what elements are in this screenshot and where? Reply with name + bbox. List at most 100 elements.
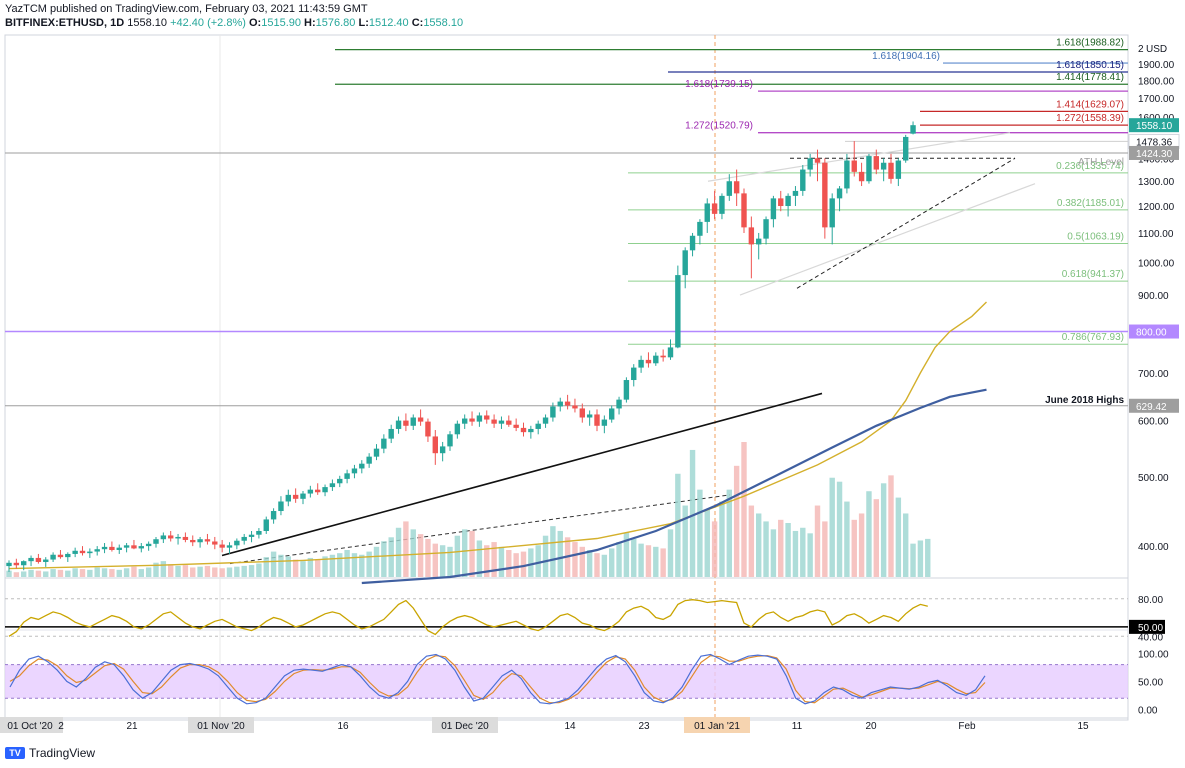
volume-bar [28, 569, 34, 577]
june-2018-highs-label: June 2018 Highs [1045, 395, 1124, 406]
brand-name: TradingView [29, 746, 96, 760]
candle-body [197, 539, 203, 543]
candle-body [87, 551, 93, 554]
candle-body [586, 414, 593, 418]
volume-bar [94, 567, 100, 577]
volume-bar [322, 556, 328, 577]
volume-bar [197, 566, 203, 577]
price-axis-tick: 400.00 [1138, 542, 1169, 553]
candle-body [175, 536, 181, 539]
price-label-badge [1129, 145, 1179, 160]
candle-body [491, 419, 497, 424]
low-value: 1512.40 [368, 17, 409, 29]
volume-bar [212, 567, 218, 577]
candle-body [873, 156, 879, 170]
volume-bar [586, 550, 593, 577]
time-axis-tick: 20 [865, 721, 877, 732]
candle-body [322, 487, 328, 493]
volume-bar [109, 569, 115, 577]
candle-body [403, 420, 409, 426]
symbol-label[interactable]: BITFINEX:ETHUSD, 1D [5, 17, 125, 29]
channel-line-upper [707, 132, 1011, 182]
candle-body [190, 539, 196, 543]
volume-bar [866, 491, 872, 577]
candle-body [689, 235, 696, 251]
candle-body [57, 554, 64, 558]
price-axis-tick: 1200.00 [1138, 202, 1175, 213]
volume-bar [241, 565, 247, 577]
candle-body [697, 221, 703, 236]
volume-bar [785, 523, 791, 577]
volume-bar [476, 540, 483, 577]
candle-body [94, 549, 100, 552]
volume-bar [65, 570, 71, 577]
volume-bar [792, 530, 799, 577]
candle-body [285, 494, 291, 502]
volume-bar [631, 538, 637, 577]
candle-body [248, 534, 255, 537]
volume-bar [101, 568, 108, 577]
volume-bar [175, 565, 181, 577]
candle-body [498, 420, 505, 424]
candle-body [21, 561, 27, 566]
volume-bar [645, 545, 652, 577]
stoch-axis-tick: 100.00 [1138, 649, 1169, 660]
volume-bar [917, 540, 924, 577]
candle-body [72, 550, 78, 554]
time-axis-tick: 2 [58, 721, 64, 732]
volume-bar [256, 563, 262, 577]
trendline-support [221, 392, 823, 557]
candle-body [623, 380, 630, 400]
volume-bar [21, 571, 27, 577]
candle-body [219, 544, 225, 548]
time-axis-tick: 15 [1077, 721, 1089, 732]
fib-level-label: 1.414(1629.07) [1056, 99, 1124, 110]
volume-bar [535, 545, 541, 577]
candle-body [116, 547, 122, 550]
volume-bar [616, 542, 622, 577]
fib-level-label: 1.618(1739.15) [685, 79, 753, 90]
volume-bar [653, 546, 659, 577]
last-price: 1558.10 [127, 17, 168, 29]
volume-bar [498, 546, 505, 577]
volume-bar [366, 551, 372, 577]
candle-body [145, 543, 152, 547]
candle-body [756, 238, 762, 245]
volume-bar [116, 569, 122, 577]
time-axis-tick: 01 Jan '21 [694, 721, 740, 732]
price-axis-tick: 2 [1138, 44, 1144, 55]
candle-body [535, 423, 541, 429]
price-axis-tick: 700.00 [1138, 369, 1169, 380]
candle-body [903, 136, 909, 161]
candle-body [123, 545, 130, 548]
candle-body [337, 478, 343, 484]
volume-bar [925, 538, 931, 577]
volume-bar [601, 554, 608, 577]
candle-body [814, 158, 821, 163]
volume-bar [836, 481, 843, 577]
symbol-info-bar: BITFINEX:ETHUSD, 1D 1558.10 +42.40 (+2.8… [5, 17, 463, 29]
candle-body [373, 448, 380, 457]
volume-bar [462, 529, 468, 577]
high-value: 1576.80 [315, 17, 356, 29]
volume-bar [711, 521, 718, 577]
close-label: C: [411, 17, 424, 29]
volume-bar [484, 545, 490, 577]
candle-body [131, 545, 137, 549]
volume-bar [609, 548, 615, 577]
candle-body [212, 541, 218, 545]
volume-bar [234, 566, 240, 577]
candle-body [476, 415, 483, 422]
ma200-line [361, 388, 987, 585]
rsi-axis-tick: 40.00 [1138, 632, 1163, 643]
candle-body [653, 355, 659, 364]
ma50-line [8, 301, 987, 570]
fib-level-label: 0.786(767.93) [1062, 332, 1124, 343]
stoch-d-line [9, 654, 986, 704]
fib-level-label: 1.272(1520.79) [685, 121, 753, 132]
volume-bar [704, 509, 710, 577]
price-axis-tick: 1800.00 [1138, 76, 1175, 87]
price-label-badge [1129, 324, 1179, 339]
price-label-text: 800.00 [1136, 328, 1167, 339]
